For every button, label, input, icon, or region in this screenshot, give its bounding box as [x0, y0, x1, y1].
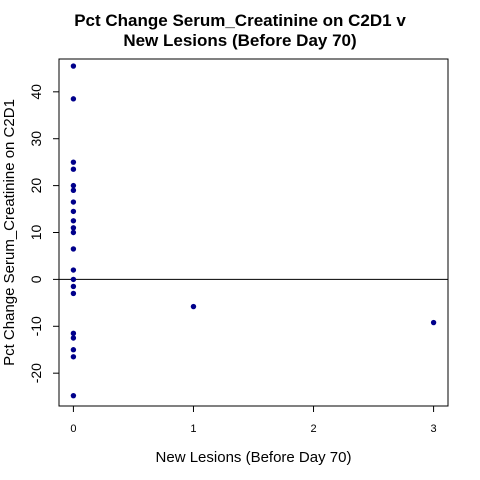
- x-axis-label: New Lesions (Before Day 70): [156, 449, 352, 466]
- y-tick-label: 0: [28, 275, 44, 283]
- chart-title-line: New Lesions (Before Day 70): [123, 31, 356, 50]
- data-point: [70, 187, 77, 193]
- chart-title: Pct Change Serum_Creatinine on C2D1 v New…: [74, 11, 406, 50]
- y-tick-label: 30: [28, 131, 44, 147]
- data-point: [70, 246, 77, 252]
- y-axis-label: Pct Change Serum_Creatinine on C2D1: [1, 99, 18, 366]
- data-point: [70, 330, 77, 337]
- data-point: [70, 182, 77, 189]
- data-point: [70, 283, 77, 290]
- y-tick-label: -20: [28, 363, 44, 383]
- data-point: [70, 347, 77, 353]
- plot-area: [58, 58, 449, 407]
- y-tick-label: 10: [28, 225, 44, 241]
- y-tick-label: 40: [28, 84, 44, 100]
- data-point: [430, 319, 437, 326]
- data-points: [70, 63, 437, 399]
- data-point: [70, 218, 77, 224]
- x-tick-label: 0: [70, 423, 76, 435]
- x-tick-label: 2: [310, 423, 316, 435]
- y-tick-label: -10: [28, 316, 44, 336]
- x-tick-label: 3: [431, 423, 437, 435]
- data-point: [70, 267, 77, 273]
- x-tick-label: 1: [190, 423, 196, 435]
- data-point: [70, 166, 77, 172]
- y-tick-label: 20: [28, 178, 44, 194]
- data-point: [70, 354, 77, 360]
- data-point: [70, 159, 77, 165]
- data-point: [70, 63, 77, 69]
- data-point: [70, 229, 77, 236]
- data-point: [70, 96, 77, 102]
- data-point: [70, 225, 77, 231]
- data-point: [70, 199, 77, 205]
- data-point: [70, 335, 77, 341]
- data-point: [190, 303, 197, 310]
- data-point: [70, 392, 77, 399]
- chart-title-line: Pct Change Serum_Creatinine on C2D1 v: [74, 11, 406, 30]
- data-point: [70, 290, 77, 297]
- x-axis: 0 1 2 3: [70, 406, 437, 435]
- y-axis: -20 -10 0 10 20 30 40: [28, 84, 59, 383]
- data-point: [70, 276, 77, 283]
- data-point: [70, 208, 77, 215]
